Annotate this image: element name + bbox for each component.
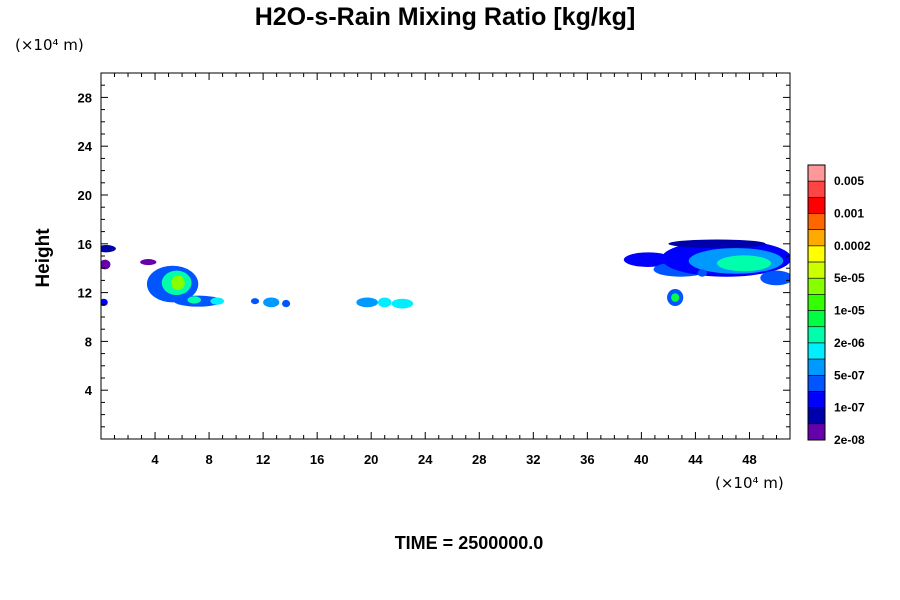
y-unit-label: (×10⁴ m) — [15, 36, 84, 54]
colorbar-swatch — [807, 245, 826, 263]
colorbar-frame — [807, 164, 826, 441]
colorbar-swatch — [807, 310, 826, 328]
colorbar-label: 0.0002 — [834, 239, 871, 253]
colorbar-label: 2e-08 — [834, 433, 865, 447]
y-tick-label: 20 — [78, 188, 92, 203]
plot-regions — [101, 239, 790, 309]
x-tick-label: 32 — [526, 452, 540, 467]
axis-ticks — [101, 73, 790, 439]
colorbar-swatch — [807, 180, 826, 198]
colorbar-swatch — [807, 197, 826, 214]
colorbar-swatch — [807, 294, 826, 311]
contour-region-24 — [760, 270, 790, 286]
colorbar-swatch — [807, 326, 826, 344]
contour-region-1 — [101, 259, 111, 270]
colorbar-label: 1e-07 — [834, 401, 865, 415]
colorbar-label: 0.005 — [834, 174, 864, 188]
colorbar-swatch — [807, 261, 826, 279]
x-tick-label: 28 — [472, 452, 486, 467]
y-tick-label: 8 — [85, 334, 92, 349]
contour-region-8 — [187, 296, 201, 304]
y-axis-label: Height — [33, 228, 54, 288]
colorbar-swatch — [807, 277, 826, 295]
x-tick-label: 20 — [364, 452, 378, 467]
contour-region-14 — [377, 297, 392, 308]
contour-region-12 — [282, 299, 291, 308]
x-tick-label: 8 — [205, 452, 212, 467]
x-tick-label: 24 — [418, 452, 433, 467]
x-tick-label: 40 — [634, 452, 648, 467]
colorbar-swatch — [807, 407, 826, 425]
colorbar-swatch — [807, 358, 826, 376]
contour-region-3 — [140, 259, 157, 266]
x-tick-label: 36 — [580, 452, 594, 467]
y-tick-label: 16 — [78, 237, 92, 252]
contour-region-11 — [263, 297, 280, 308]
colorbar-label: 1e-05 — [834, 304, 865, 318]
colorbar-swatch — [807, 342, 826, 360]
contour-region-13 — [356, 297, 378, 308]
colorbar-label: 5e-07 — [834, 368, 865, 382]
colorbar-label: 2e-06 — [834, 336, 865, 350]
contour-region-17 — [671, 293, 680, 302]
x-tick-label: 44 — [688, 452, 703, 467]
y-tick-label: 28 — [78, 90, 92, 105]
colorbar-label: 0.001 — [834, 207, 864, 221]
colorbar-swatch — [807, 164, 826, 182]
colorbar-label: 5e-05 — [834, 271, 865, 285]
contour-region-25 — [697, 269, 707, 277]
x-tick-label: 12 — [256, 452, 270, 467]
colorbar: 0.005 0.001 0.0002 5e-05 1e-05 2e-06 5e-07 1e-0… — [807, 164, 871, 447]
y-tick-label: 12 — [78, 286, 92, 301]
contour-region-2 — [101, 298, 108, 307]
colorbar-swatch — [807, 229, 826, 247]
y-tick-label: 24 — [78, 139, 93, 154]
colorbar-swatch — [807, 391, 826, 408]
x-unit-label: (×10⁴ m) — [715, 474, 784, 492]
contour-region-0 — [101, 245, 116, 253]
x-tick-label: 16 — [310, 452, 324, 467]
y-tick-label: 4 — [85, 383, 93, 398]
contour-region-6 — [171, 275, 185, 291]
colorbar-swatch — [807, 423, 826, 441]
contour-region-10 — [250, 298, 260, 305]
x-tick-label: 48 — [742, 452, 756, 467]
chart-title: H2O-s-Rain Mixing Ratio [kg/kg] — [255, 3, 636, 31]
colorbar-swatch — [807, 213, 826, 231]
contour-region-18 — [623, 252, 673, 267]
contour-region-23 — [668, 239, 766, 249]
contour-region-15 — [391, 298, 414, 309]
contour-region-9 — [210, 297, 224, 305]
contour-region-22 — [717, 255, 772, 272]
x-tick-label: 4 — [151, 452, 159, 467]
colorbar-swatch — [807, 374, 826, 392]
time-label: TIME = 2500000.0 — [395, 533, 544, 553]
